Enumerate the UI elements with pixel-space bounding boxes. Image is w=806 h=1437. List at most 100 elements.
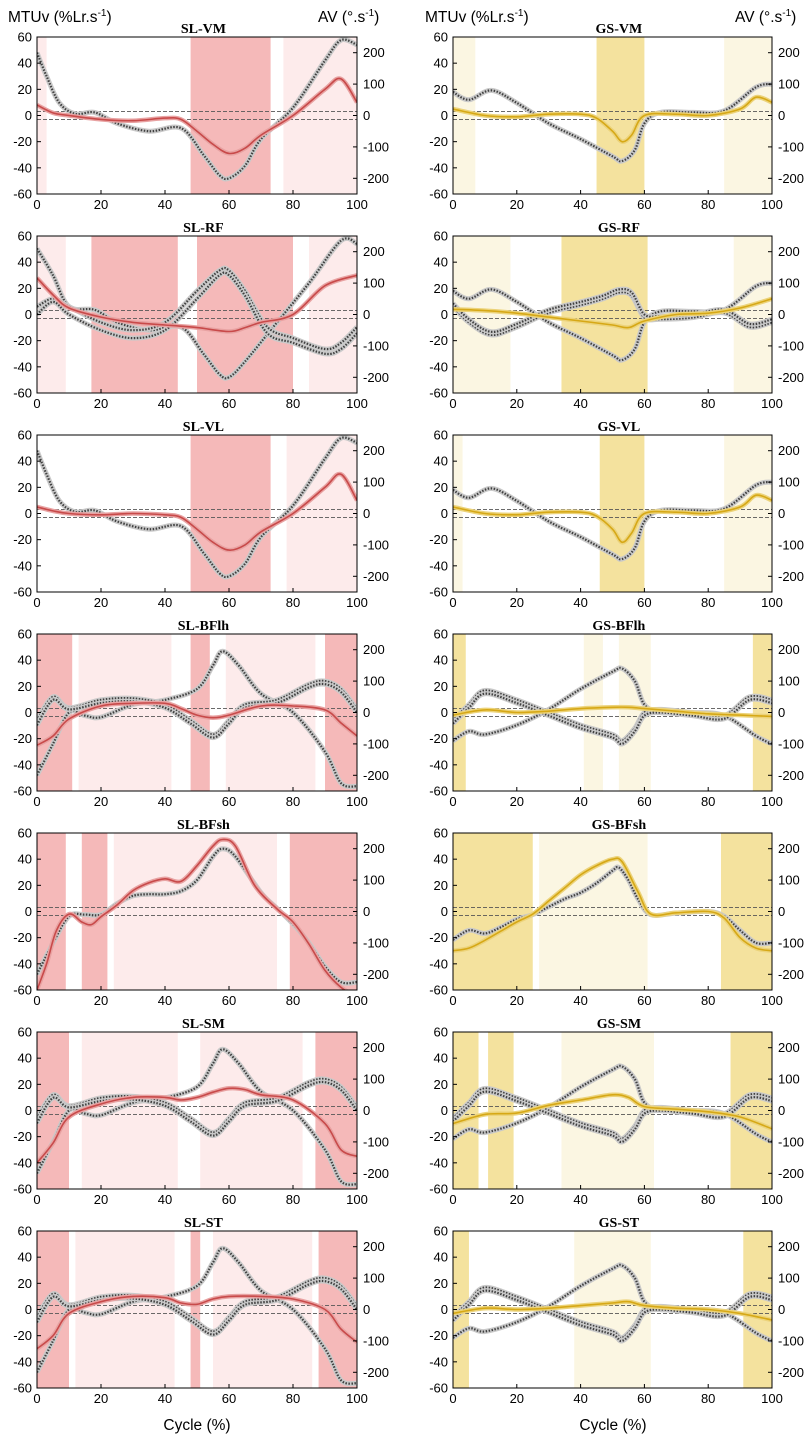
- y2-tick-label: 200: [778, 1040, 800, 1055]
- y-tick-label: -40: [429, 1354, 448, 1369]
- y-tick-label: 40: [18, 653, 32, 668]
- y-tick-label: 20: [434, 1276, 448, 1291]
- y-tick-label: -40: [13, 359, 32, 374]
- y2-tick-label: 200: [363, 443, 385, 458]
- mtu-velocity-line: [453, 706, 772, 718]
- mtu-velocity-line: [453, 1300, 772, 1321]
- mtu-velocity-line: [453, 1093, 772, 1130]
- activation-region: [583, 634, 603, 791]
- panel-gs-bfsh: 0 20 40 60 80 100-60-40-200204060-200-1000100…: [429, 818, 804, 1008]
- y-tick-label: 40: [18, 1250, 32, 1265]
- y2-tick-label: 100: [778, 77, 800, 92]
- x-tick-label: 60: [222, 1391, 236, 1406]
- y-tick-label: -60: [429, 386, 448, 401]
- activation-region: [488, 1032, 514, 1189]
- left-axis-header-right-col: MTUv (%Lr.s-1): [425, 8, 529, 26]
- x-tick-label: 80: [286, 794, 300, 809]
- av-curve-band: [453, 1284, 772, 1341]
- activation-region: [190, 634, 210, 791]
- x-tick-label: 40: [573, 993, 587, 1008]
- y-tick-label: 0: [25, 1103, 32, 1118]
- x-tick-label: 0: [33, 794, 40, 809]
- activation-region: [561, 1032, 654, 1189]
- y2-tick-label: -100: [778, 935, 804, 950]
- x-tick-label: 80: [286, 1192, 300, 1207]
- mtu-velocity-line: [37, 1295, 357, 1350]
- x-tick-label: 40: [158, 1391, 172, 1406]
- x-axis-label-right: Cycle (%): [579, 1417, 646, 1434]
- panel-sl-rf: 0 20 40 60 80 100-60-40-200204060-200-1000100…: [13, 221, 389, 411]
- y-tick-label: 0: [25, 108, 32, 123]
- y2-tick-label: -200: [778, 1166, 804, 1181]
- x-tick-label: 60: [222, 197, 236, 212]
- y2-tick-label: 200: [363, 1239, 385, 1254]
- x-tick-label: 40: [158, 794, 172, 809]
- x-tick-label: 80: [701, 396, 715, 411]
- x-tick-label: 80: [701, 993, 715, 1008]
- mtu-velocity-line: [453, 494, 772, 544]
- y-tick-label: 20: [434, 878, 448, 893]
- y2-tick-label: 200: [363, 841, 385, 856]
- y2-tick-label: 0: [363, 108, 370, 123]
- y-tick-label: -20: [429, 134, 448, 149]
- y2-tick-label: -200: [363, 967, 389, 982]
- y-tick-label: 0: [441, 904, 448, 919]
- x-tick-label: 80: [701, 794, 715, 809]
- y-tick-label: 20: [434, 281, 448, 296]
- y2-tick-label: 100: [778, 674, 800, 689]
- y2-tick-label: -200: [778, 569, 804, 584]
- x-tick-label: 80: [286, 396, 300, 411]
- x-tick-label: 20: [510, 595, 524, 610]
- x-tick-label: 60: [222, 794, 236, 809]
- activation-region: [561, 236, 648, 393]
- y2-tick-label: 200: [778, 244, 800, 259]
- x-tick-label: 0: [33, 595, 40, 610]
- activation-region: [720, 833, 772, 990]
- y-tick-label: 0: [441, 307, 448, 322]
- y2-tick-label: -100: [363, 338, 389, 353]
- y-tick-label: 40: [18, 454, 32, 469]
- av-curve: [37, 1279, 357, 1336]
- y-tick-label: -40: [429, 558, 448, 573]
- y-tick-label: 20: [18, 1276, 32, 1291]
- y2-tick-label: -200: [363, 1166, 389, 1181]
- y2-tick-label: -100: [363, 736, 389, 751]
- y-tick-label: 60: [434, 1025, 448, 1040]
- panel-title: SL-ST: [184, 1216, 224, 1231]
- x-tick-label: 60: [222, 993, 236, 1008]
- x-tick-label: 20: [94, 794, 108, 809]
- y2-tick-label: -200: [778, 370, 804, 385]
- y-tick-label: -60: [429, 983, 448, 998]
- mtu-velocity-line: [37, 1087, 357, 1164]
- panel-title: SL-VM: [181, 22, 226, 37]
- activation-region: [453, 37, 476, 194]
- mtu-velocity-line: [37, 838, 347, 990]
- av-curve: [37, 650, 357, 788]
- panel-sl-bfsh: 0 20 40 60 80 100-60-40-200204060-200-1000100…: [13, 818, 389, 1008]
- y-tick-label: 20: [18, 1077, 32, 1092]
- y-tick-label: -20: [429, 532, 448, 547]
- y2-tick-label: 200: [363, 1040, 385, 1055]
- y-tick-label: -60: [13, 187, 32, 202]
- y2-tick-label: -100: [363, 537, 389, 552]
- y2-tick-label: -200: [363, 569, 389, 584]
- y2-tick-label: 200: [778, 642, 800, 657]
- y-tick-label: -20: [13, 134, 32, 149]
- x-tick-label: 60: [637, 1192, 651, 1207]
- x-tick-label: 100: [346, 1391, 368, 1406]
- mtu-velocity-line: [37, 473, 357, 551]
- activation-region: [574, 1231, 651, 1388]
- y-tick-label: -60: [429, 1182, 448, 1197]
- y-tick-label: 20: [18, 281, 32, 296]
- y-tick-label: -40: [429, 1155, 448, 1170]
- y2-tick-label: -100: [778, 1333, 804, 1348]
- y2-tick-label: -200: [778, 1365, 804, 1380]
- y-tick-label: 60: [18, 826, 32, 841]
- x-tick-label: 20: [94, 1391, 108, 1406]
- x-tick-label: 60: [222, 396, 236, 411]
- x-tick-label: 0: [449, 197, 456, 212]
- y-tick-label: -40: [13, 757, 32, 772]
- x-tick-label: 80: [701, 1391, 715, 1406]
- x-tick-label: 20: [94, 197, 108, 212]
